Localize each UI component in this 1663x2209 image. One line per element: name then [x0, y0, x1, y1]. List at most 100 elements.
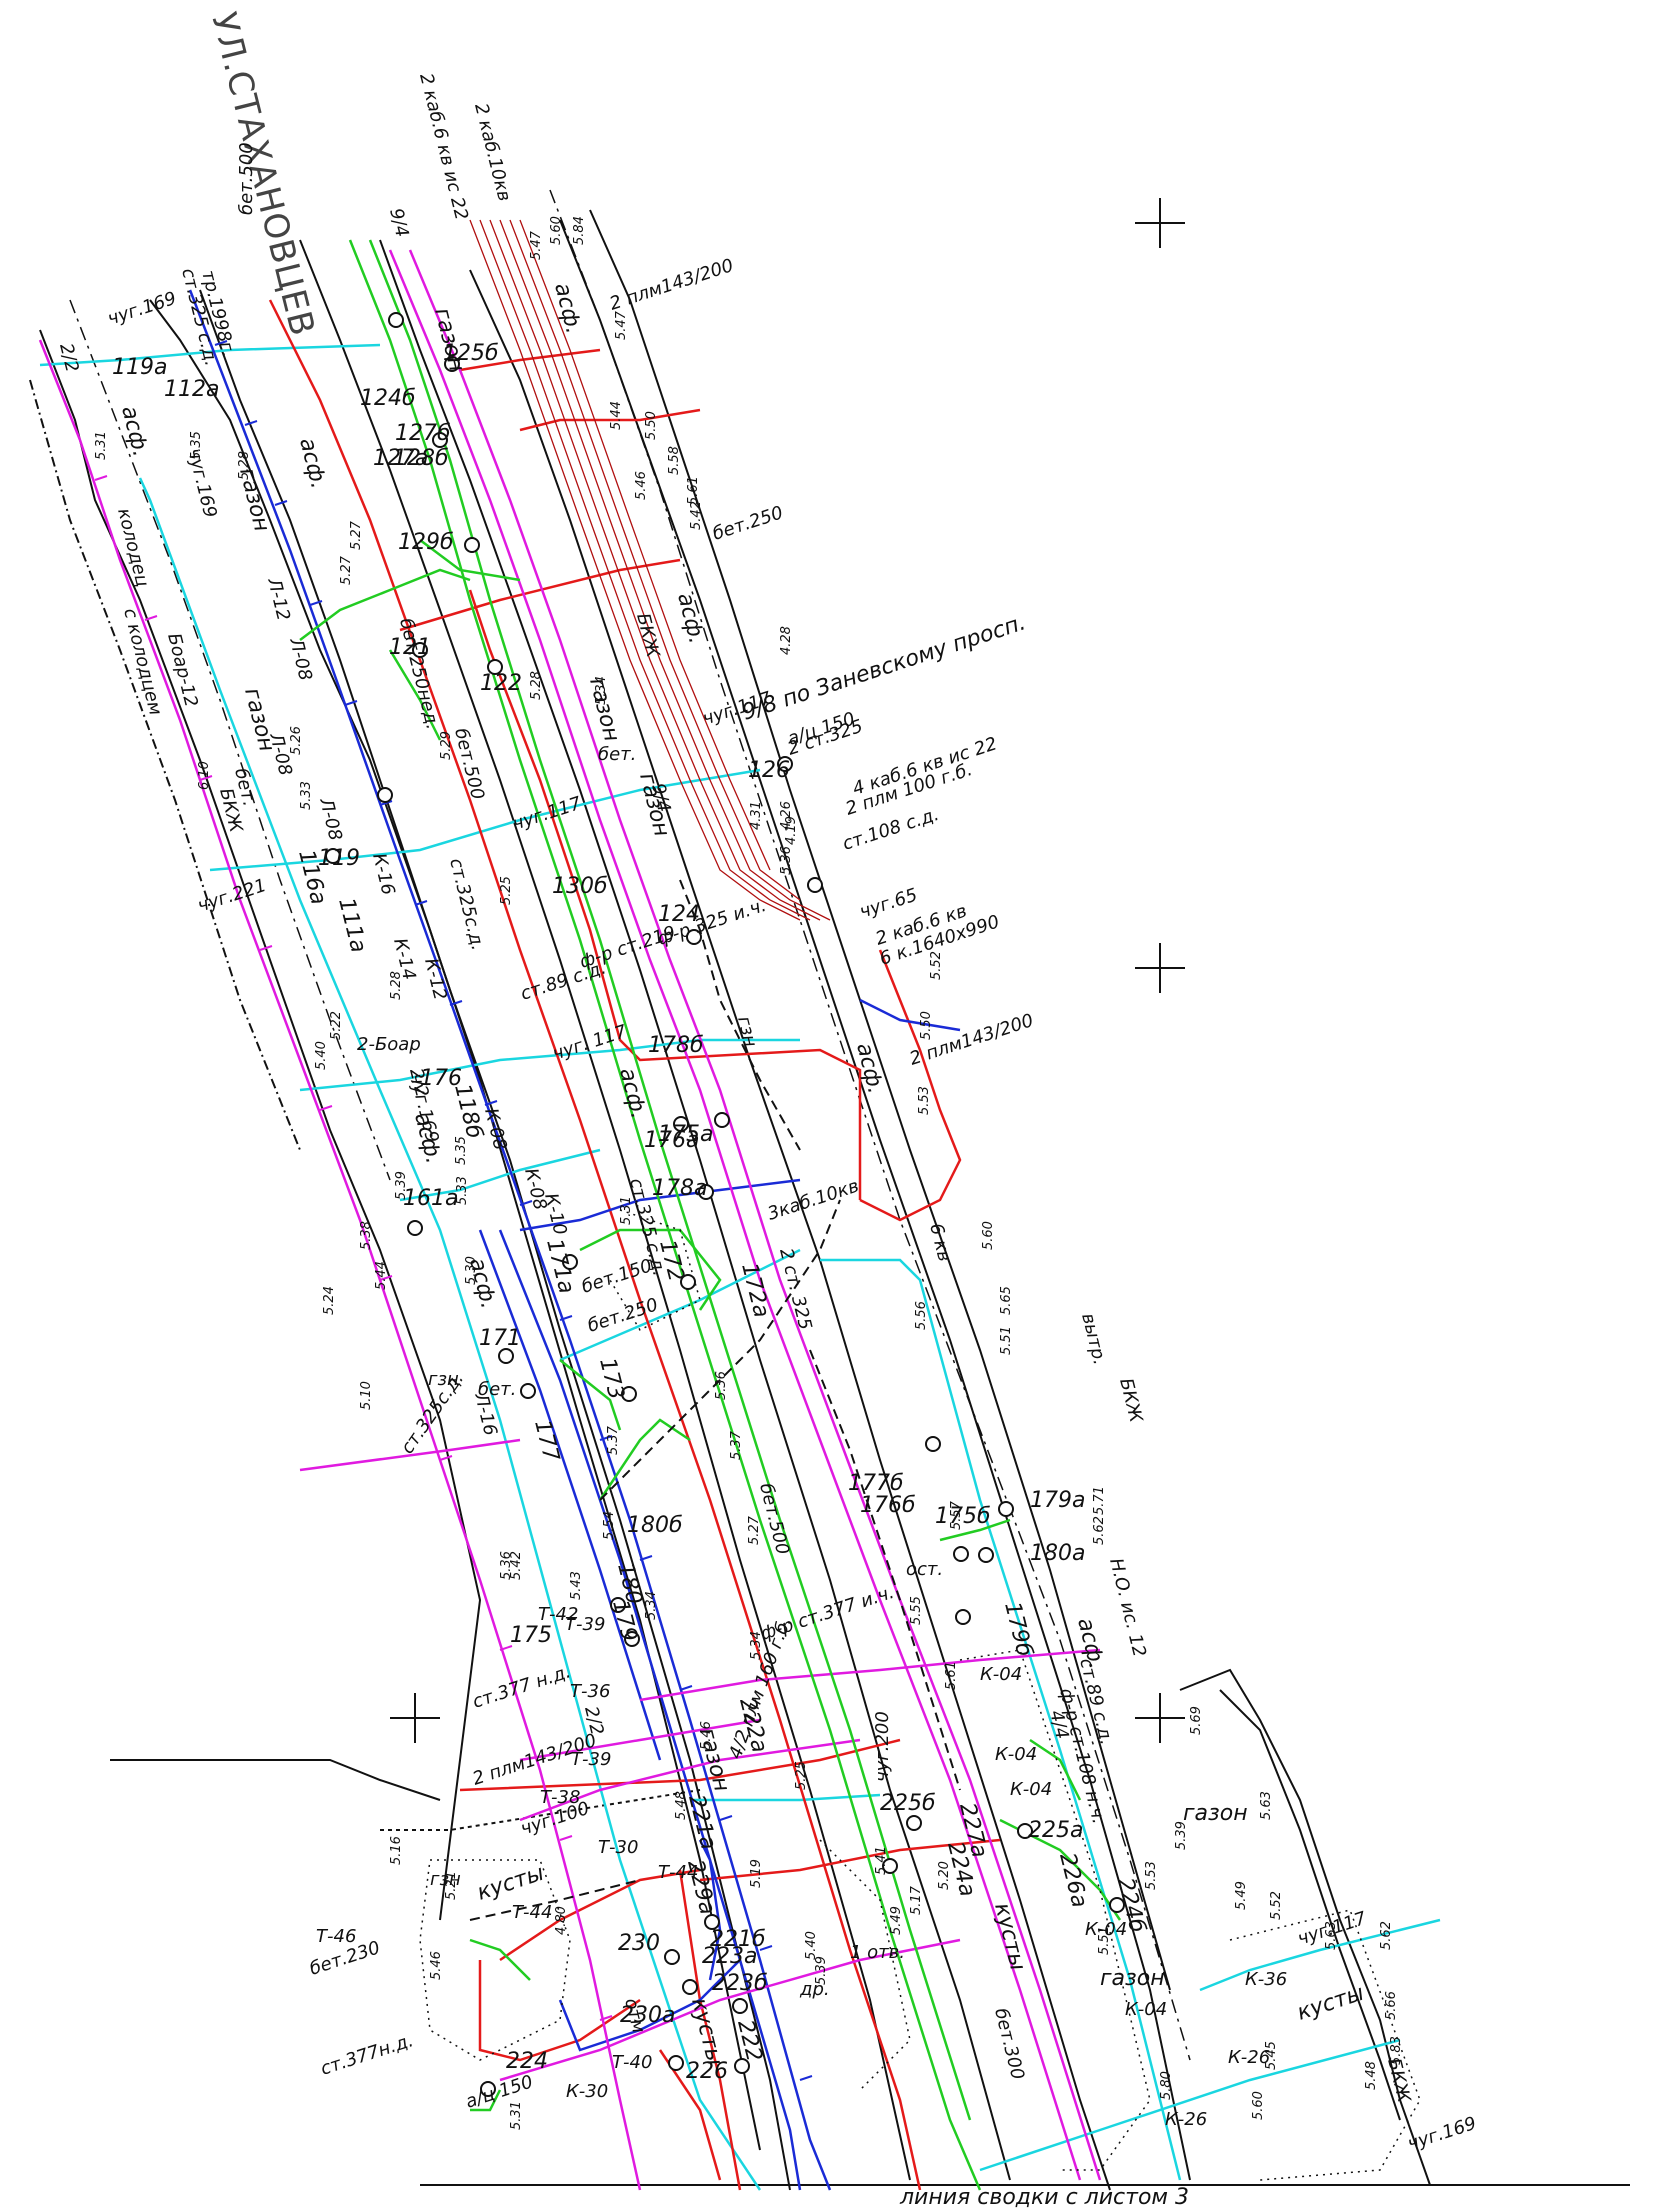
manhole-label: 130б	[552, 874, 608, 899]
manhole-label: 226	[686, 2059, 728, 2084]
elevation-label: 5.39	[394, 1171, 409, 1200]
manhole-label: 119	[318, 846, 360, 871]
surface-label: Т-44	[658, 1862, 698, 1883]
surface-label: отм	[620, 1996, 649, 2035]
elevation-label: 5.40	[804, 1931, 819, 1960]
surface-label: Т-46	[316, 1926, 356, 1947]
surface-label: 2/2	[55, 341, 82, 374]
manhole-label: 221б	[710, 1927, 766, 1952]
elevation-label: 5.71	[1092, 1486, 1107, 1515]
manhole-label: 179а	[1030, 1488, 1085, 1513]
surface-label: асф.	[672, 590, 709, 646]
surface-label: Т-39	[565, 1614, 605, 1635]
pipe-label: бет.500	[236, 142, 257, 215]
elevation-label: 5.16	[389, 1836, 404, 1865]
elevation-label: 5.34	[644, 1591, 659, 1620]
elevation-label: 5.43	[569, 1571, 584, 1600]
elevation-label: 6.10	[197, 761, 212, 790]
pipe-label: ст.325с.д.	[445, 856, 488, 953]
elevation-label: 5.57	[949, 1500, 964, 1530]
manhole-label: 125б	[443, 341, 499, 366]
elevation-label: 5.35	[189, 431, 204, 460]
elevation-label: 4.80	[554, 1906, 569, 1935]
surface-label: 1 отв.	[850, 1942, 905, 1963]
elevation-label: 5.28	[529, 671, 544, 700]
elevation-label: 5.31	[509, 2101, 524, 2130]
surface-label: кусты	[474, 1861, 547, 1906]
manhole-label: 226а	[1054, 1850, 1092, 1910]
surface-label: газон	[1183, 1801, 1248, 1826]
surface-label: асф.	[614, 1065, 651, 1121]
elevation-label: 5.36	[779, 846, 794, 875]
manhole-label: 178б	[648, 1033, 704, 1058]
elevation-label: 5.53	[1144, 1861, 1159, 1890]
manhole-label: 175б	[935, 1504, 991, 1529]
manhole-label: 161а	[403, 1186, 458, 1211]
elevation-label: 5.48	[674, 1791, 689, 1820]
elevation-label: 4.19	[784, 816, 799, 845]
surface-label: Т-30	[598, 1837, 638, 1858]
manhole-label: 224	[506, 2049, 548, 2074]
manhole-label: 124	[658, 902, 700, 927]
elevation-label: 5.48	[1364, 2061, 1379, 2090]
pipe-label: Н.О. ис. 12	[1105, 1556, 1150, 1659]
surface-label: Т-44	[512, 1902, 552, 1923]
surface-label: Боар-12	[163, 631, 202, 709]
elevation-label: 5.40	[314, 1041, 329, 1070]
elevation-label: 5.69	[1189, 1706, 1204, 1735]
pipe-label: 6 кв	[925, 1221, 955, 1264]
pipe-label: ст.377н.д.	[318, 2030, 416, 2080]
surface-label: колодец	[113, 506, 153, 589]
manhole-label: 172а	[736, 1260, 774, 1320]
elevation-label: 5.53	[917, 1086, 932, 1115]
elevation-label: 5.55	[909, 1596, 924, 1625]
surface-label: гзн	[428, 1369, 459, 1390]
pipe-label: бет.250нед.	[395, 616, 443, 731]
surface-label: К-10	[540, 1191, 571, 1237]
elevation-label: 5.54	[602, 1511, 617, 1540]
elevation-label: 5.50	[644, 411, 659, 440]
surface-label: К-30	[566, 2081, 608, 2102]
blue-line-ticks	[214, 340, 813, 2081]
elevation-label: 5.51	[1097, 1926, 1112, 1955]
surface-label: бет.	[598, 744, 636, 765]
elevation-label: 4.26	[779, 801, 794, 830]
elevation-label: 5.62	[1379, 1921, 1394, 1950]
magenta-line-ticks	[94, 475, 613, 2021]
manhole-label: 225а	[1028, 1818, 1083, 1843]
surface-label: К-04	[1125, 1999, 1167, 2020]
pipe-label: чуг.221	[195, 875, 269, 917]
manhole-label: 177б	[848, 1471, 904, 1496]
elevation-label: 5.60	[1251, 2091, 1266, 2120]
surface-label: кусты	[686, 1995, 727, 2068]
elevation-label: 5.42	[509, 1551, 524, 1580]
surface-label: 2-Боар	[357, 1034, 421, 1055]
surface-label: гзн	[733, 1014, 761, 1049]
sheet-link-note: линия сводки с листом 3	[899, 2185, 1189, 2209]
surface-label: асф.	[294, 435, 331, 491]
pipe-label: а/ц 150	[463, 2071, 536, 2112]
manhole-label: 180а	[1030, 1541, 1085, 1566]
manhole-label: 124б	[360, 386, 416, 411]
elevation-label: 5.27	[339, 555, 354, 585]
elevation-label: 5.65	[999, 1286, 1014, 1315]
elevation-label: 5.44	[609, 401, 624, 430]
elevation-label: 5.33	[299, 781, 314, 810]
surface-label: К-16	[368, 851, 399, 897]
elevation-label: 5.28	[237, 451, 252, 480]
pipe-label: 2 каб.6 кв ис 22	[415, 71, 472, 222]
manhole-label: 223а	[702, 1944, 757, 1969]
manhole-label: 127б	[395, 421, 451, 446]
manhole-label: 179б	[999, 1599, 1037, 1659]
manhole-label: 173	[594, 1355, 628, 1402]
surface-label: К-04	[1085, 1919, 1127, 1940]
elevation-label: 5.66	[1384, 1991, 1399, 2020]
manhole-label: 175	[510, 1623, 552, 1648]
elevation-label: 5.61	[944, 1661, 959, 1690]
manholes	[325, 312, 1125, 2097]
elevation-label: 5.20	[937, 1861, 952, 1890]
pipe-label: 2 плм143/200	[607, 255, 736, 315]
elevation-label: 5.33	[455, 1176, 470, 1205]
surface-label: К-04	[995, 1744, 1037, 1765]
elevation-label: 5.62	[1092, 1516, 1107, 1545]
